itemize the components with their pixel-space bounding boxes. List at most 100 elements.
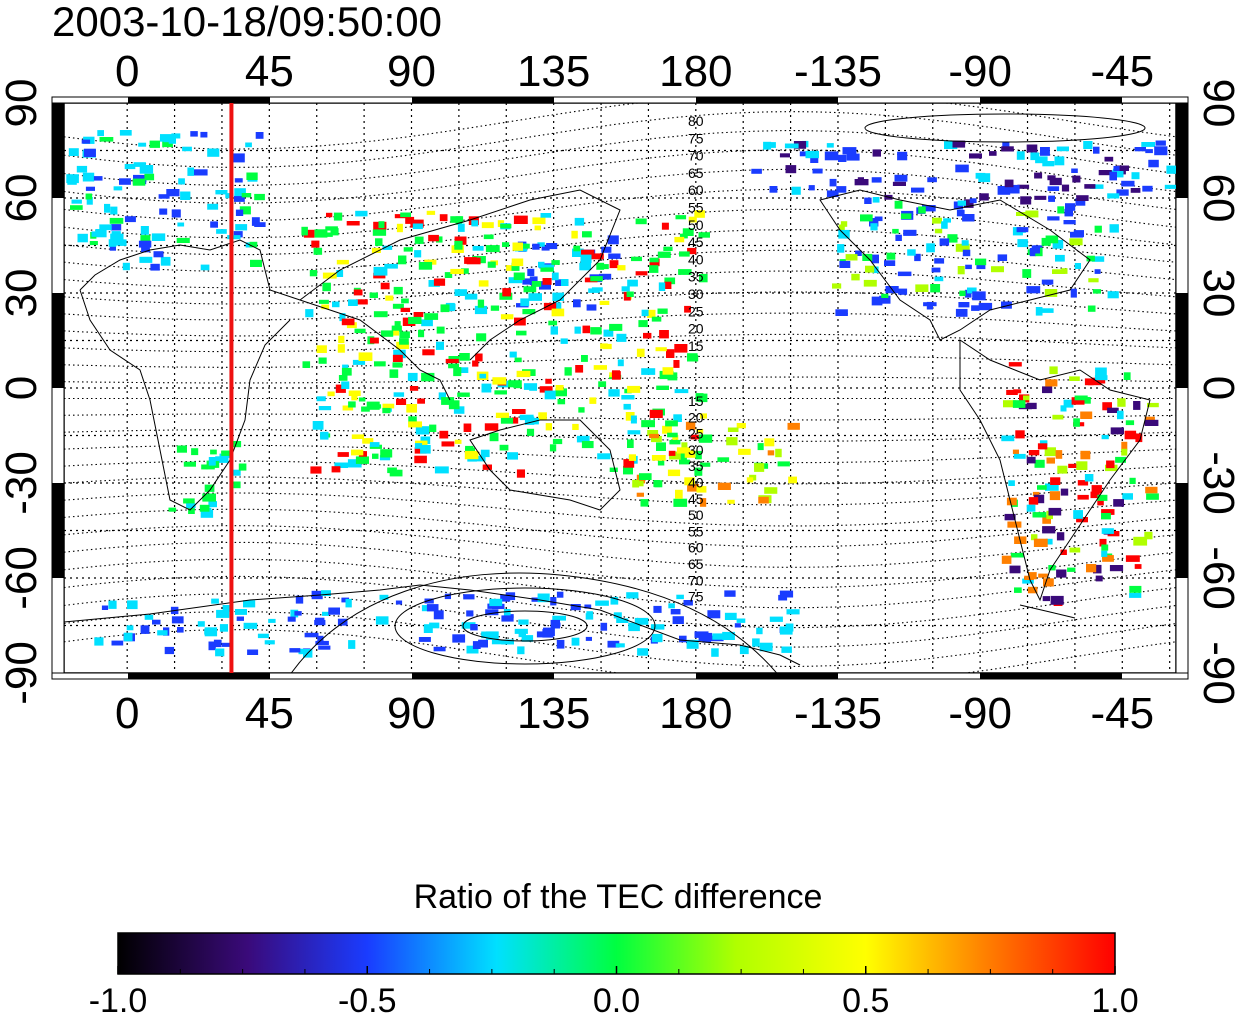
tec-patch xyxy=(1026,286,1041,294)
tec-patch xyxy=(426,604,439,612)
tec-patch xyxy=(501,615,514,622)
tec-patch xyxy=(687,483,699,492)
tec-patch xyxy=(651,455,666,461)
tec-patch xyxy=(582,325,591,334)
tec-patch xyxy=(1130,188,1141,193)
tec-patch xyxy=(514,357,522,363)
tec-patch xyxy=(1102,555,1114,562)
tec-patch xyxy=(1008,362,1022,367)
tec-patch xyxy=(227,235,241,240)
tec-patch xyxy=(1095,367,1107,377)
tec-patch xyxy=(1069,238,1083,246)
tec-patch xyxy=(1007,521,1022,528)
tec-patch xyxy=(1074,395,1088,401)
tec-patch xyxy=(421,372,435,382)
tec-patch xyxy=(356,299,368,305)
lat-tick-left: -90 xyxy=(0,641,46,705)
tec-patch xyxy=(311,240,320,248)
tec-patch xyxy=(540,267,554,272)
tec-patch xyxy=(453,367,462,377)
tec-patch xyxy=(1045,483,1059,491)
tec-patch xyxy=(208,501,217,508)
tec-patch xyxy=(764,438,775,447)
tec-patch xyxy=(672,616,684,624)
tec-patch xyxy=(609,260,619,269)
contour-label-north: 20 xyxy=(688,321,704,337)
tec-patch xyxy=(1125,555,1140,562)
tec-patch xyxy=(991,266,1004,273)
tec-patch xyxy=(634,617,649,625)
tec-patch xyxy=(393,349,406,359)
lat-tick-right: 90 xyxy=(1194,79,1240,128)
tec-patch xyxy=(255,132,264,139)
tec-patch xyxy=(580,254,592,264)
tec-patch xyxy=(549,444,557,452)
tec-patch xyxy=(358,352,373,361)
tec-patch xyxy=(665,420,678,427)
tec-patch xyxy=(234,178,243,183)
tec-patch xyxy=(503,609,511,618)
tec-patch xyxy=(164,646,175,655)
tec-patch xyxy=(552,438,563,445)
tec-patch xyxy=(544,390,556,400)
tec-ratio-data-patches xyxy=(66,130,1176,658)
tec-patch xyxy=(313,247,323,255)
tec-patch xyxy=(403,247,413,252)
tec-patch xyxy=(268,618,276,623)
tec-patch xyxy=(646,309,656,318)
tec-patch xyxy=(177,627,184,633)
tec-patch xyxy=(221,450,231,456)
tec-patch xyxy=(863,279,877,287)
tec-patch xyxy=(346,221,360,226)
tec-patch xyxy=(1101,509,1115,515)
contour-label-south: 65 xyxy=(688,556,704,572)
tec-patch xyxy=(1155,140,1166,146)
contour-label-south: 55 xyxy=(688,523,704,539)
tec-patch xyxy=(361,406,370,412)
tec-patch xyxy=(892,181,906,186)
tec-patch xyxy=(1080,450,1091,460)
tec-patch xyxy=(751,168,762,174)
tec-patch xyxy=(104,203,111,213)
tec-patch xyxy=(481,383,492,393)
tec-patch xyxy=(1060,549,1067,555)
tec-patch xyxy=(337,452,349,457)
tec-patch xyxy=(969,153,982,159)
tec-patch xyxy=(1008,480,1015,486)
tec-patch xyxy=(159,208,168,215)
tec-patch xyxy=(637,480,644,487)
tec-patch xyxy=(99,224,112,231)
tec-patch xyxy=(621,286,630,292)
tec-patch xyxy=(903,229,917,236)
tec-patch xyxy=(235,209,244,216)
tec-patch xyxy=(199,504,210,512)
tec-patch xyxy=(523,286,537,293)
tec-patch xyxy=(769,186,778,193)
tec-patch xyxy=(450,268,464,274)
tec-patch xyxy=(788,476,797,484)
tec-patch xyxy=(511,258,524,267)
tec-patch xyxy=(475,353,483,362)
tec-patch xyxy=(683,600,693,606)
tec-patch xyxy=(617,265,626,271)
contour-label-north: 40 xyxy=(688,251,704,267)
lon-tick-top: -135 xyxy=(794,47,882,96)
tec-patch xyxy=(955,164,969,173)
tec-patch xyxy=(640,499,649,507)
contour-line xyxy=(64,444,1176,464)
tec-patch xyxy=(257,633,269,639)
tec-patch xyxy=(399,331,410,338)
tec-patch xyxy=(636,348,645,357)
tec-patch xyxy=(777,461,790,467)
tec-patch xyxy=(235,609,247,615)
tec-patch xyxy=(575,365,584,373)
tec-patch xyxy=(458,367,469,373)
tec-patch xyxy=(1023,395,1030,401)
tec-patch xyxy=(303,229,315,238)
tec-patch xyxy=(767,450,775,456)
tec-patch xyxy=(1052,239,1064,249)
tec-patch xyxy=(190,131,198,137)
tec-patch xyxy=(512,242,523,251)
tec-patch xyxy=(628,454,636,461)
tec-patch xyxy=(418,262,433,270)
